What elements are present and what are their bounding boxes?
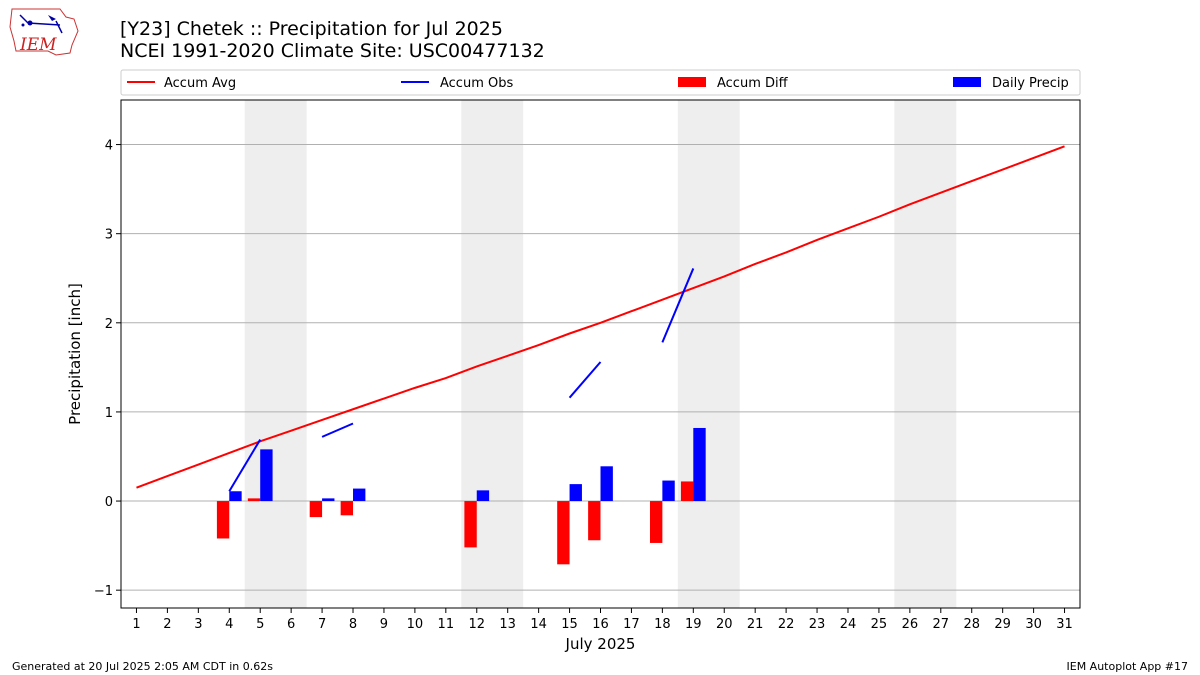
x-tick-label-4: 4 <box>225 617 233 632</box>
x-tick-label-7: 7 <box>318 617 326 632</box>
x-tick-label-30: 30 <box>1025 617 1042 632</box>
legend-item-accum-avg: Accum Avg <box>127 76 236 91</box>
daily-precip-bar-day-15 <box>569 484 582 502</box>
accum-obs-segment-2 <box>568 361 602 399</box>
legend-item-accum-obs: Accum Obs <box>401 76 513 91</box>
x-tick-label-2: 2 <box>163 617 171 632</box>
chart-title: [Y23] Chetek :: Precipitation for Jul 20… <box>120 18 503 40</box>
logo-text: IEM <box>19 35 57 55</box>
x-tick-label-19: 19 <box>685 617 702 632</box>
daily-precip-bar-day-4 <box>229 491 242 502</box>
accum-diff-bar-day-4 <box>216 501 230 539</box>
daily-precip-bar-day-12 <box>476 490 490 502</box>
daily-precip-bar-day-19 <box>693 427 706 502</box>
chart-subtitle: NCEI 1991-2020 Climate Site: USC00477132 <box>120 40 545 62</box>
x-tick-label-26: 26 <box>902 617 919 632</box>
legend-box <box>120 69 1081 96</box>
accum-diff-bar-day-16 <box>588 501 601 541</box>
daily-precip-bar-day-5 <box>260 449 273 502</box>
x-tick-label-1: 1 <box>132 617 140 632</box>
footer-app: IEM Autoplot App #17 <box>1066 660 1189 673</box>
x-tick-label-21: 21 <box>747 617 764 632</box>
weekend-shading <box>244 100 957 608</box>
x-tick-label-8: 8 <box>349 617 357 632</box>
y-tick-label--1: −1 <box>94 584 113 599</box>
x-tick-label-31: 31 <box>1056 617 1073 632</box>
x-tick-label-23: 23 <box>809 617 826 632</box>
x-tick-label-28: 28 <box>963 617 980 632</box>
x-tick-label-11: 11 <box>438 617 455 632</box>
iem-logo: IEM <box>9 8 79 56</box>
legend-label-accum-diff: Accum Diff <box>717 76 789 91</box>
accum-diff-bar-day-7 <box>309 501 323 518</box>
x-tick-label-5: 5 <box>256 617 264 632</box>
x-tick-label-14: 14 <box>530 617 547 632</box>
accum-obs-segment-3 <box>661 268 695 343</box>
x-tick-label-17: 17 <box>623 617 640 632</box>
y-tick-label-1: 1 <box>105 406 113 421</box>
x-tick-label-12: 12 <box>468 617 485 632</box>
wind-vane-icon <box>19 14 29 24</box>
legend-label-daily-precip: Daily Precip <box>992 76 1069 91</box>
x-tick-label-13: 13 <box>499 617 516 632</box>
y-tick-label-4: 4 <box>105 139 113 154</box>
x-tick-label-6: 6 <box>287 617 295 632</box>
legend-swatch-accum-diff <box>678 77 706 87</box>
legend-label-accum-avg: Accum Avg <box>164 76 236 91</box>
daily-precip-bar-day-8 <box>353 488 366 502</box>
x-tick-label-9: 9 <box>380 617 388 632</box>
x-tick-label-29: 29 <box>994 617 1011 632</box>
weekend-shade-3 <box>894 100 957 608</box>
legend-item-daily-precip: Daily Precip <box>953 76 1069 91</box>
iowa-outline-icon <box>9 8 79 56</box>
accum-diff-bar-day-12 <box>464 501 477 548</box>
y-tick-label-2: 2 <box>105 317 113 332</box>
daily-precip-bar-day-7 <box>322 498 335 502</box>
legend-label-accum-obs: Accum Obs <box>440 76 513 91</box>
bars <box>216 427 706 565</box>
accum-diff-bar-day-8 <box>340 501 354 516</box>
x-tick-label-10: 10 <box>407 617 424 632</box>
x-axis-label: July 2025 <box>565 635 636 653</box>
weekend-shade-0 <box>244 100 307 608</box>
accum-diff-bar-day-5 <box>247 498 261 502</box>
x-tick-label-20: 20 <box>716 617 733 632</box>
accum-diff-bar-day-19 <box>680 481 694 502</box>
accum-diff-bar-day-18 <box>649 501 663 543</box>
x-tick-label-15: 15 <box>561 617 578 632</box>
x-tick-label-18: 18 <box>654 617 671 632</box>
legend-item-accum-diff: Accum Diff <box>678 76 789 91</box>
x-tick-label-3: 3 <box>194 617 202 632</box>
weekend-shade-2 <box>677 100 740 608</box>
x-tick-label-25: 25 <box>871 617 888 632</box>
daily-precip-bar-day-16 <box>600 466 613 502</box>
footer-generated: Generated at 20 Jul 2025 2:05 AM CDT in … <box>12 660 273 673</box>
accum-obs-segment-1 <box>321 422 354 438</box>
daily-precip-bar-day-18 <box>662 480 675 502</box>
x-tick-label-27: 27 <box>933 617 950 632</box>
legend: Accum Avg Accum Obs Accum Diff Daily Pre… <box>120 69 1081 96</box>
accum-diff-bar-day-15 <box>557 501 570 565</box>
x-tick-label-24: 24 <box>840 617 857 632</box>
x-tick-label-22: 22 <box>778 617 795 632</box>
accum-avg-line <box>136 145 1065 489</box>
x-tick-label-16: 16 <box>592 617 609 632</box>
accum-obs-segment-0 <box>228 439 262 492</box>
y-tick-label-3: 3 <box>105 228 113 243</box>
lines <box>136 145 1065 492</box>
legend-swatch-daily-precip <box>953 77 981 87</box>
y-tick-label-0: 0 <box>105 495 113 510</box>
y-axis-label: Precipitation [inch] <box>66 283 84 425</box>
